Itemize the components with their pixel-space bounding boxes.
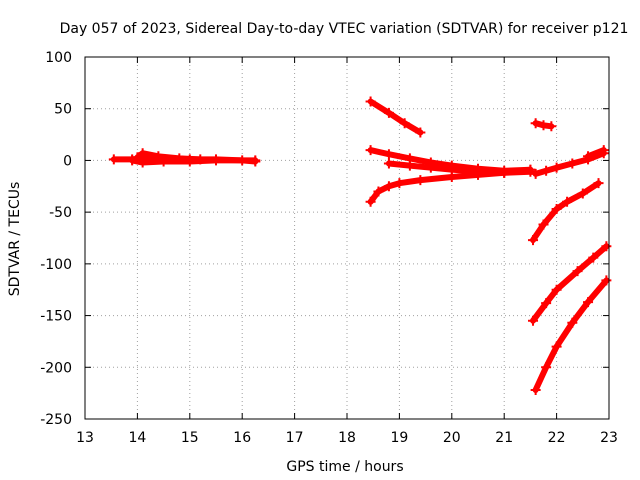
data-point <box>538 120 549 131</box>
data-point <box>137 148 148 159</box>
x-tick-label: 21 <box>495 430 513 446</box>
x-tick-label: 14 <box>128 430 146 446</box>
data-point <box>415 127 426 138</box>
data-point <box>499 167 510 178</box>
data-point <box>250 155 261 166</box>
axes <box>84 56 610 420</box>
data-point <box>583 151 594 162</box>
data-point <box>127 155 138 166</box>
data-traces <box>108 96 612 396</box>
data-point <box>601 275 612 286</box>
data-point <box>365 196 376 207</box>
y-tick-labels: 100 50 0 -50 -100 -150 -200 -250 <box>40 50 72 428</box>
data-point <box>211 155 221 166</box>
data-point <box>593 178 604 189</box>
y-tick-label: 50 <box>54 102 72 118</box>
data-point <box>383 107 394 118</box>
data-point <box>583 297 594 308</box>
data-point <box>530 118 541 129</box>
data-point <box>562 196 573 207</box>
data-point <box>425 162 436 173</box>
series-arc-11 <box>530 180 602 244</box>
data-point <box>528 235 539 246</box>
y-tick-label: 100 <box>45 50 72 66</box>
x-tick-labels: 13 14 15 16 17 18 19 20 21 22 23 <box>76 430 618 446</box>
data-point <box>572 266 583 277</box>
data-point <box>541 165 552 176</box>
y-tick-label: -150 <box>40 309 72 325</box>
grid-lines <box>85 57 609 419</box>
data-point <box>365 96 376 107</box>
x-tick-label: 13 <box>76 430 94 446</box>
data-point <box>373 186 384 197</box>
x-tick-label: 23 <box>600 430 618 446</box>
data-point <box>546 121 557 132</box>
data-point <box>174 153 185 164</box>
data-point <box>567 317 578 328</box>
data-point <box>538 219 549 230</box>
x-tick-label: 16 <box>233 430 251 446</box>
data-point <box>541 298 552 309</box>
y-tick-label: -200 <box>40 360 72 376</box>
data-point <box>399 118 410 129</box>
data-point <box>473 166 483 177</box>
x-tick-label: 20 <box>443 430 461 446</box>
data-point <box>415 175 426 186</box>
chart-title: Day 057 of 2023, Sidereal Day-to-day VTE… <box>60 21 629 37</box>
data-point <box>383 181 394 192</box>
data-point <box>394 178 405 189</box>
series-arc-13 <box>532 277 610 393</box>
data-point <box>530 168 541 179</box>
x-axis-label: GPS time / hours <box>286 459 403 475</box>
data-point <box>530 385 541 396</box>
data-point <box>383 158 394 169</box>
data-point <box>195 154 206 165</box>
data-point <box>153 151 164 162</box>
data-point <box>577 188 588 199</box>
data-point <box>404 160 415 171</box>
data-point <box>567 158 578 169</box>
y-tick-label: -50 <box>49 205 72 221</box>
series-arc-4 <box>367 98 424 136</box>
x-tick-label: 22 <box>548 430 566 446</box>
data-point <box>551 162 562 173</box>
data-point <box>132 152 143 163</box>
data-point <box>383 149 394 160</box>
x-tick-label: 18 <box>338 430 356 446</box>
data-point <box>446 164 457 175</box>
data-point <box>551 341 562 352</box>
y-tick-label: -250 <box>40 412 72 428</box>
series-arc-10 <box>585 147 607 160</box>
series-arc-12 <box>530 243 610 324</box>
data-point <box>528 315 539 326</box>
data-point <box>541 362 552 373</box>
y-axis-label: SDTVAR / TECUs <box>7 182 23 297</box>
x-tick-label: 17 <box>286 430 304 446</box>
data-point <box>108 154 119 165</box>
data-point <box>588 252 599 263</box>
data-point <box>601 241 612 252</box>
data-point <box>365 145 376 156</box>
x-tick-label: 15 <box>181 430 199 446</box>
y-tick-label: -100 <box>40 257 72 273</box>
data-point <box>551 204 562 215</box>
x-tick-label: 19 <box>390 430 408 446</box>
y-tick-label: 0 <box>63 153 72 169</box>
data-point <box>551 284 562 295</box>
data-point <box>137 157 148 168</box>
data-point <box>598 145 609 156</box>
